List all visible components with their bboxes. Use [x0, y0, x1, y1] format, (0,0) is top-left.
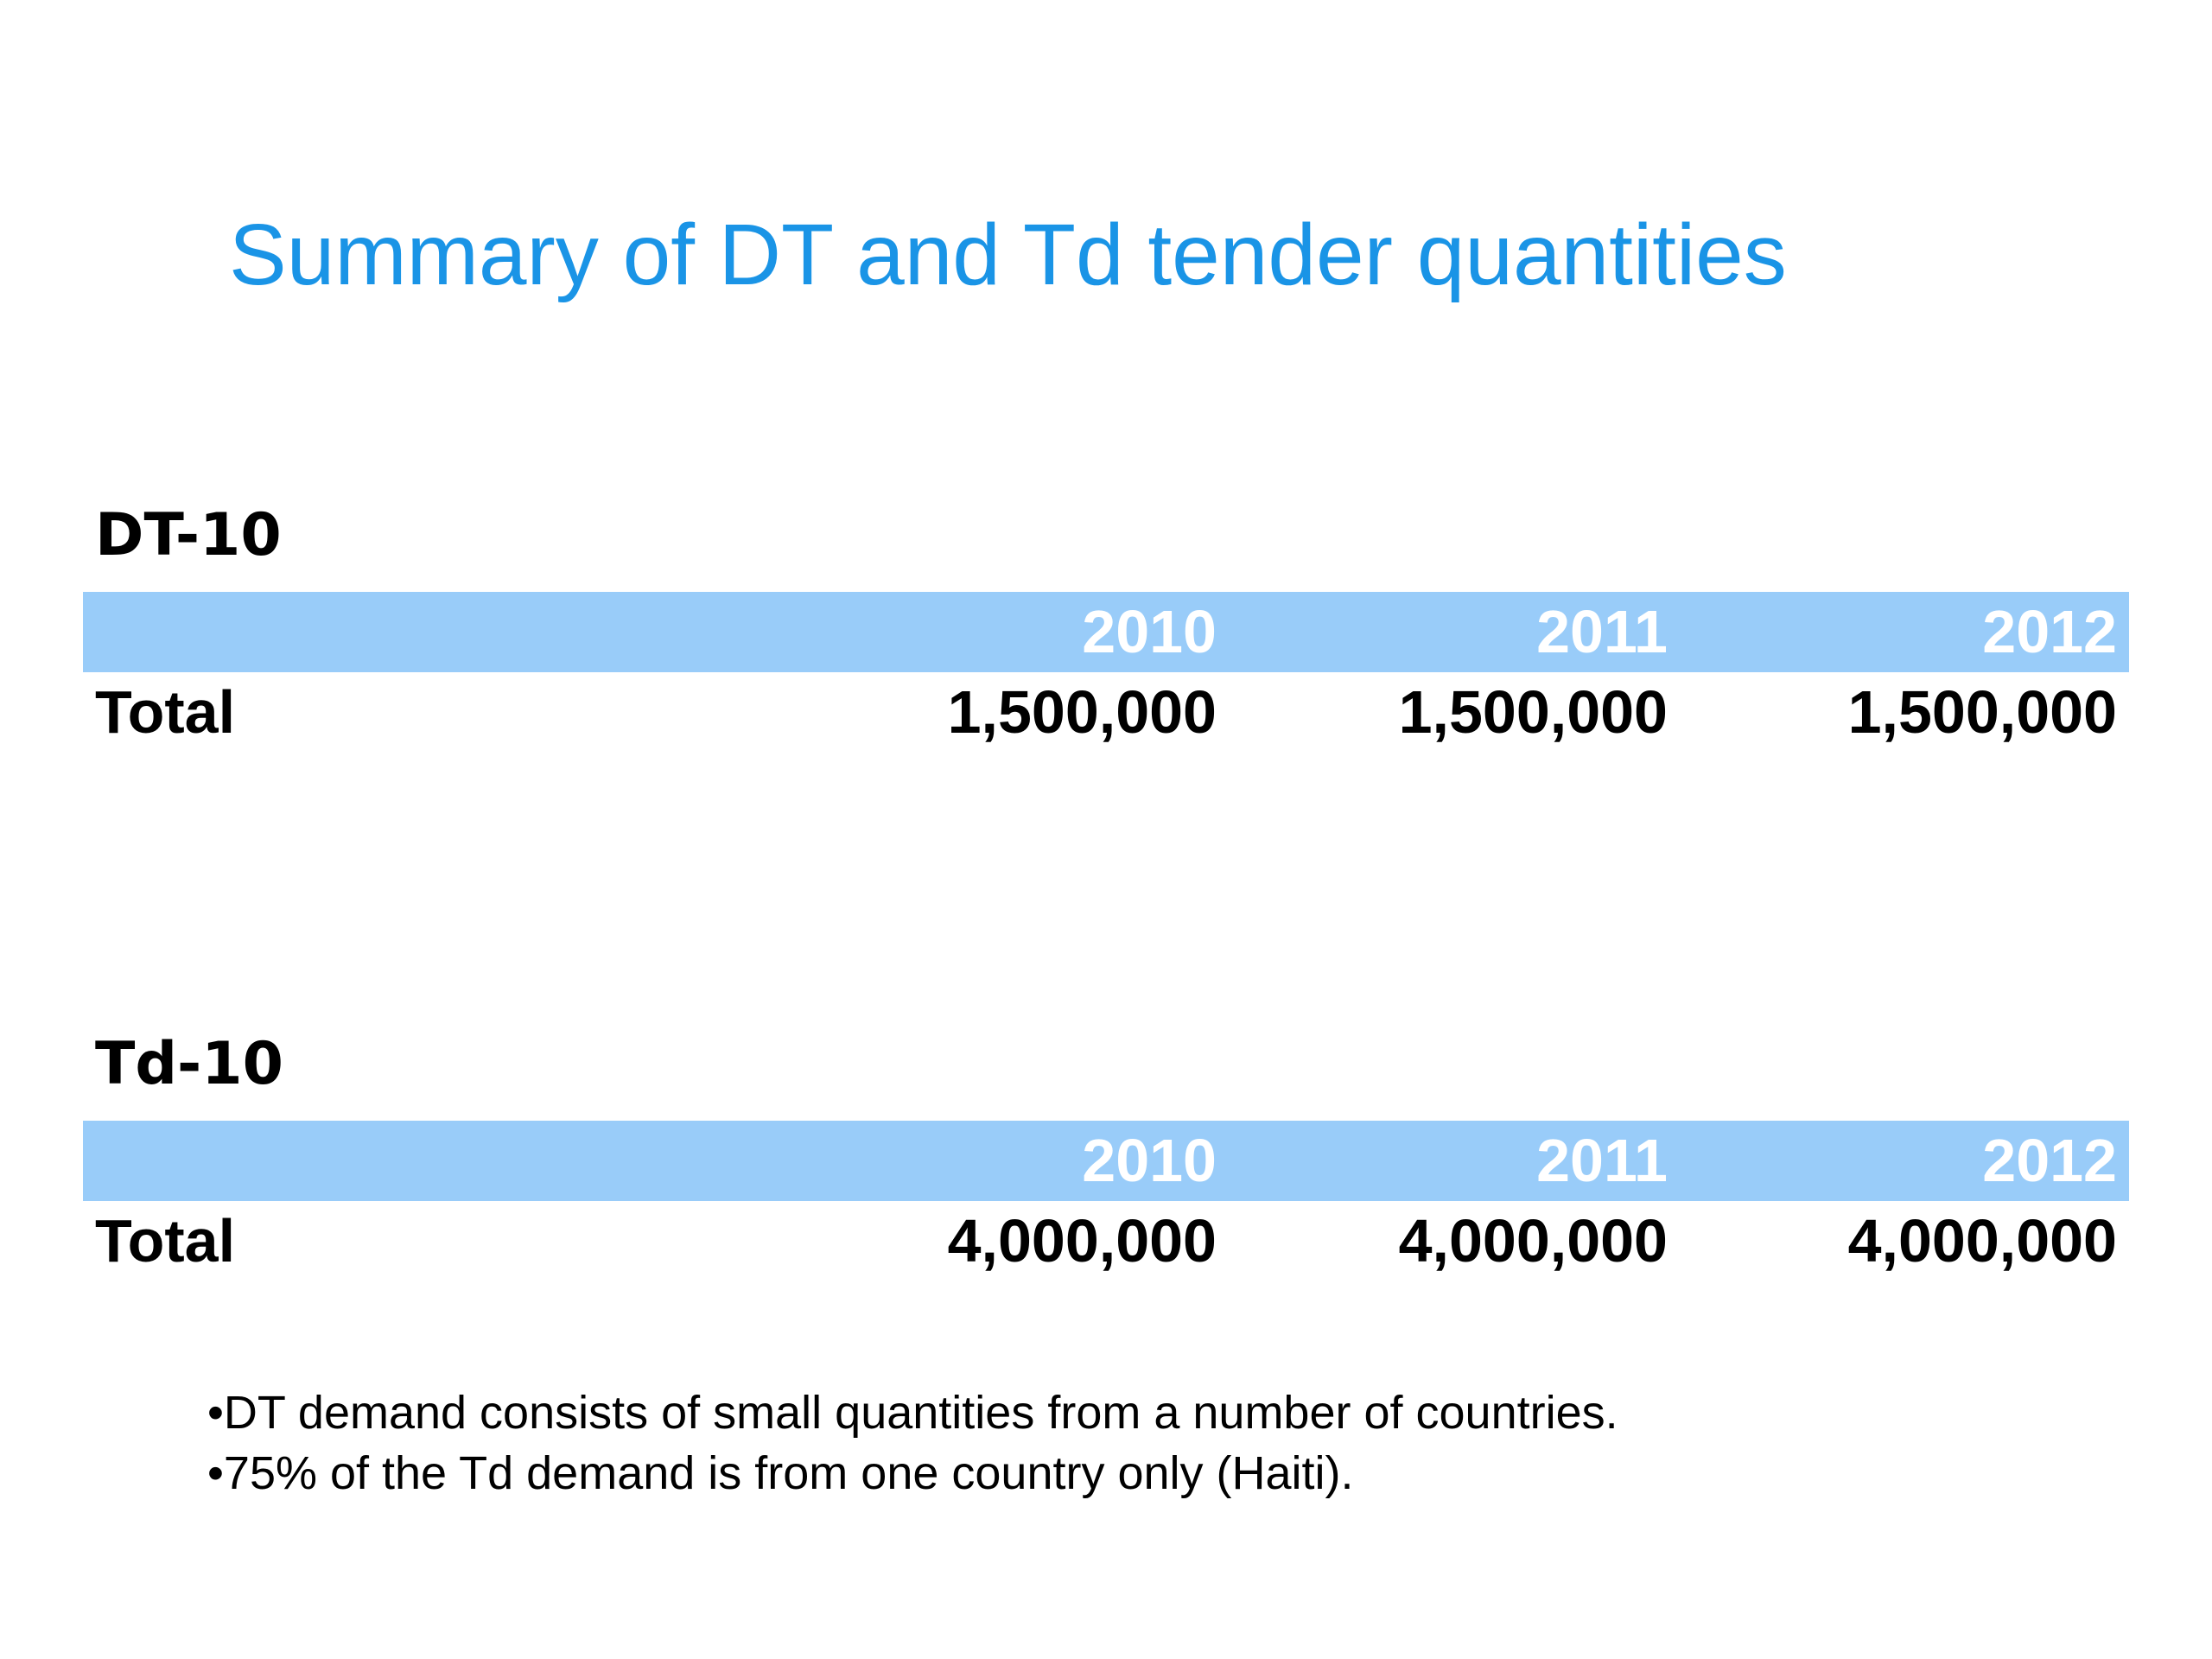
section-heading-td10: Td-10 [95, 1030, 283, 1098]
note-item: •75% of the Td demand is from one countr… [207, 1447, 1354, 1499]
cell-value-2011: 1,500,000 [1398, 678, 1668, 746]
row-label-total: Total [95, 678, 236, 746]
cell-value-2012: 4,000,000 [1847, 1207, 2117, 1274]
column-header-2012: 2012 [1982, 598, 2117, 665]
column-header-2011: 2011 [1536, 1127, 1668, 1194]
table-header-row: 2010 2011 2012 [83, 1121, 2129, 1201]
td10-table: 2010 2011 2012 Total 4,000,000 4,000,000… [83, 1121, 2129, 1281]
notes-list: •DT demand consists of small quantities … [207, 1382, 1618, 1503]
section-heading-dt10: DT-10 [95, 501, 282, 569]
table-header-row: 2010 2011 2012 [83, 592, 2129, 672]
cell-value-2011: 4,000,000 [1398, 1207, 1668, 1274]
dt10-table: 2010 2011 2012 Total 1,500,000 1,500,000… [83, 592, 2129, 753]
slide-title: Summary of DT and Td tender quantities [229, 207, 1787, 303]
column-header-2010: 2010 [1082, 598, 1217, 665]
column-header-2010: 2010 [1082, 1127, 1217, 1194]
column-header-2012: 2012 [1982, 1127, 2117, 1194]
cell-value-2012: 1,500,000 [1847, 678, 2117, 746]
note-item: •DT demand consists of small quantities … [207, 1387, 1618, 1439]
cell-value-2010: 4,000,000 [947, 1207, 1217, 1274]
row-label-total: Total [95, 1207, 236, 1274]
table-row: Total 4,000,000 4,000,000 4,000,000 [83, 1201, 2129, 1281]
column-header-2011: 2011 [1536, 598, 1668, 665]
table-row: Total 1,500,000 1,500,000 1,500,000 [83, 672, 2129, 753]
cell-value-2010: 1,500,000 [947, 678, 1217, 746]
